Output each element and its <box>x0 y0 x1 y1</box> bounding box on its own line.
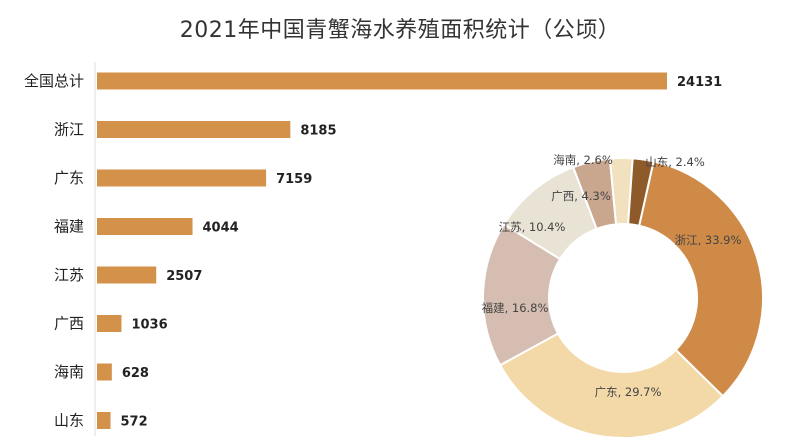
bar <box>97 218 193 235</box>
bar-category-label: 全国总计 <box>24 72 84 90</box>
donut-slice-label: 广西, 4.3% <box>551 189 611 203</box>
donut-slice-label: 广东, 29.7% <box>595 385 662 399</box>
bar-value-label: 8185 <box>300 124 336 139</box>
bar-value-label: 628 <box>122 366 149 381</box>
chart-title: 2021年中国青蟹海水养殖面积统计（公顷） <box>179 18 621 43</box>
bar <box>97 315 122 332</box>
donut-slice <box>498 332 725 439</box>
bar-value-label: 1036 <box>131 318 167 333</box>
donut-slice-label: 福建, 16.8% <box>482 301 549 315</box>
bar-category-label: 山东 <box>54 412 84 430</box>
bar-category-label: 福建 <box>54 218 84 236</box>
donut-slice-label: 浙江, 33.9% <box>675 233 742 247</box>
bar-category-label: 广西 <box>54 315 84 333</box>
bar-value-label: 24131 <box>677 75 722 90</box>
donut-slice-label: 山东, 2.4% <box>645 155 705 169</box>
bar <box>97 412 111 429</box>
bar-category-label: 江苏 <box>54 266 84 284</box>
bar-category-label: 海南 <box>54 363 84 381</box>
bar-value-label: 4044 <box>203 221 239 236</box>
bar <box>97 266 157 284</box>
donut-chart: 浙江, 33.9% 广东, 29.7% 福建, 16.8% 江苏, 10.4% 广西, … <box>482 153 764 439</box>
bar-value-label: 2507 <box>166 269 202 284</box>
donut-slice-label: 海南, 2.6% <box>553 153 613 167</box>
bar-value-label: 572 <box>121 415 148 430</box>
bar <box>97 169 267 187</box>
donut-slice <box>627 157 655 227</box>
donut-slice-label: 江苏, 10.4% <box>499 220 566 234</box>
bar <box>97 121 291 138</box>
bar-chart: 全国总计 24131 浙江 8185 广东 7159 福建 4044 江苏 2507 广西 1036 海… <box>24 72 722 430</box>
bar-value-label: 7159 <box>276 172 312 187</box>
bar <box>97 363 112 381</box>
bar-category-label: 浙江 <box>54 121 84 139</box>
bar-category-label: 广东 <box>54 169 84 187</box>
donut-slice <box>637 160 764 398</box>
bar <box>97 72 667 90</box>
